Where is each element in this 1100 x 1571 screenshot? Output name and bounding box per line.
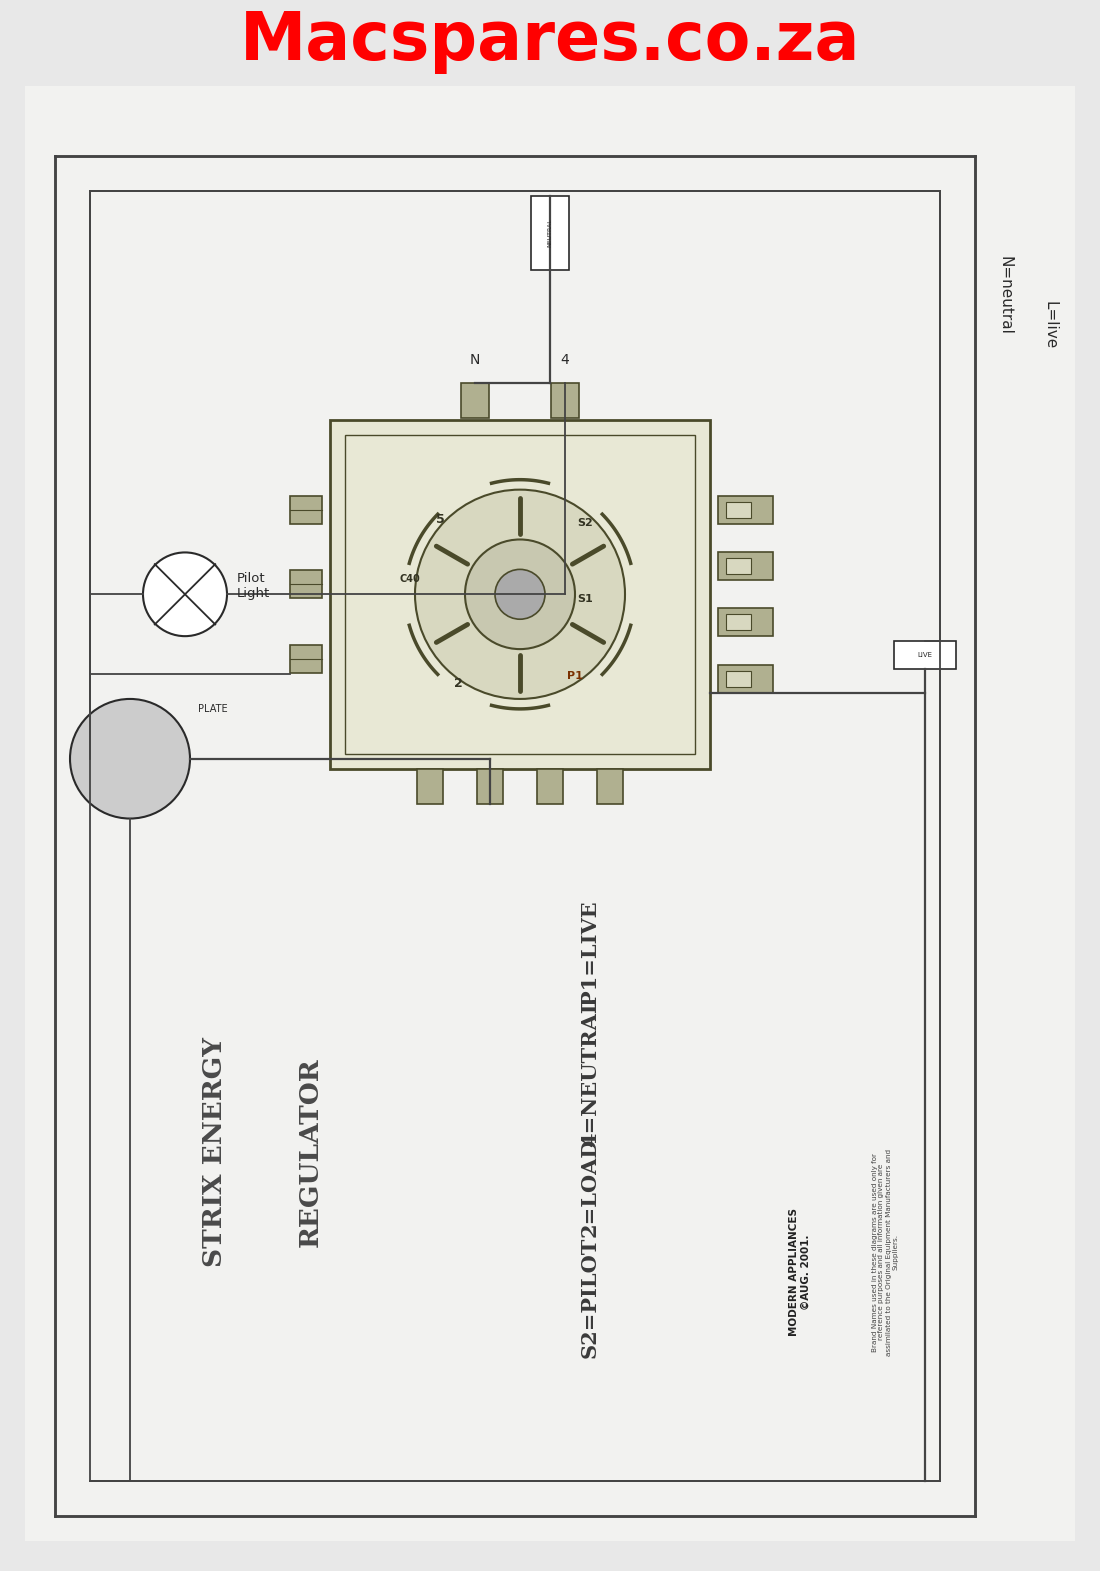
Bar — [718, 608, 773, 636]
Text: 2: 2 — [453, 677, 462, 691]
Bar — [290, 646, 322, 672]
Text: N: N — [470, 353, 481, 368]
Text: STRIX ENERGY: STRIX ENERGY — [202, 1037, 228, 1268]
Circle shape — [143, 553, 227, 636]
Bar — [718, 665, 773, 693]
Text: Brand Names used in these diagrams are used only for
reference purposes and all : Brand Names used in these diagrams are u… — [871, 1148, 899, 1356]
Bar — [726, 558, 751, 575]
Text: P1=LIVE: P1=LIVE — [580, 900, 600, 1005]
Bar — [718, 495, 773, 523]
Bar — [531, 196, 569, 270]
Bar — [726, 501, 751, 517]
Circle shape — [495, 569, 544, 619]
Text: 4=NEUTRAL: 4=NEUTRAL — [580, 998, 600, 1147]
Text: Macspares.co.za: Macspares.co.za — [240, 8, 860, 74]
Bar — [726, 671, 751, 687]
Bar — [551, 383, 579, 418]
Text: PLATE: PLATE — [198, 704, 228, 713]
Circle shape — [465, 539, 575, 649]
Bar — [597, 768, 623, 804]
Text: 4: 4 — [561, 353, 570, 368]
Text: LIVE: LIVE — [917, 652, 933, 658]
Bar — [290, 495, 322, 523]
Text: C40: C40 — [399, 575, 420, 584]
Circle shape — [415, 490, 625, 699]
Circle shape — [70, 699, 190, 818]
Text: NEUTRAL: NEUTRAL — [548, 218, 552, 247]
Text: MODERN APPLIANCES
©AUG. 2001.: MODERN APPLIANCES ©AUG. 2001. — [789, 1208, 811, 1335]
Text: S2: S2 — [578, 517, 593, 528]
Bar — [345, 435, 695, 754]
Text: L=live: L=live — [1043, 302, 1057, 349]
Bar — [718, 553, 773, 580]
Text: Pilot
Light: Pilot Light — [236, 572, 271, 600]
Bar — [461, 383, 490, 418]
Text: P1: P1 — [568, 671, 583, 680]
Bar — [477, 768, 503, 804]
Bar — [417, 768, 443, 804]
Text: 2=LOAD: 2=LOAD — [580, 1137, 600, 1236]
Text: 5: 5 — [436, 514, 444, 526]
Bar — [537, 768, 563, 804]
Text: REGULATOR: REGULATOR — [297, 1057, 322, 1247]
Bar — [330, 419, 710, 768]
Bar — [290, 570, 322, 599]
Text: S2=PILOT: S2=PILOT — [580, 1236, 600, 1357]
Text: S1: S1 — [578, 594, 593, 605]
Bar — [726, 614, 751, 630]
Text: N=neutral: N=neutral — [998, 256, 1012, 335]
Bar — [894, 641, 956, 669]
